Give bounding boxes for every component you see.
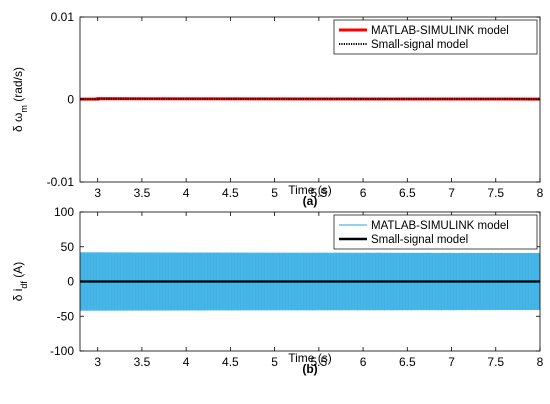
panel-b: 3 3.5 4 4.5 5 5.5 6 6.5 7 7.5 8 -100 -50 0 50 100 Time (…	[11, 205, 544, 376]
x-tick-label: 4.5	[222, 355, 239, 369]
legend-label-0: MATLAB-SIMULINK model	[371, 25, 509, 37]
y-axis-label-unit: (A)	[11, 262, 25, 281]
legend-label-1: Small-signal model	[371, 39, 468, 51]
panel-label: (b)	[302, 362, 317, 376]
x-tick-label: 6.5	[399, 186, 416, 200]
y-axis-label-main: δ ω	[11, 113, 25, 132]
x-tick-label: 5	[271, 355, 278, 369]
x-tick-label: 3	[94, 186, 101, 200]
y-axis-label: δ ωm (rad/s)	[11, 67, 29, 132]
x-tick-label: 5.5	[311, 355, 328, 369]
panel-label: (a)	[303, 194, 318, 208]
x-tick-label: 3.5	[134, 186, 151, 200]
y-tick-label: -0.01	[47, 175, 75, 189]
x-tick-label: 8	[537, 186, 544, 200]
y-tick-label: 0	[67, 275, 74, 289]
x-axis-label: Time (s)	[288, 351, 332, 365]
legend: MATLAB-SIMULINK model Small-signal model	[333, 19, 538, 55]
legend-label-0: MATLAB-SIMULINK model	[371, 220, 509, 232]
y-axis-label-subscript: m	[19, 105, 29, 113]
x-tick-label: 5.5	[311, 186, 328, 200]
y-axis-label-subscript: df	[19, 281, 29, 289]
legend: MATLAB-SIMULINK model Small-signal model	[333, 214, 538, 250]
x-tick-label: 6.5	[399, 355, 416, 369]
y-tick-label: -100	[50, 344, 74, 358]
x-tick-label: 7	[448, 355, 455, 369]
x-tick-label: 8	[537, 355, 544, 369]
y-tick-label: 0.01	[51, 10, 75, 24]
x-tick-label: 7.5	[487, 186, 504, 200]
x-tick-label: 5	[271, 186, 278, 200]
x-tick-label: 4.5	[222, 186, 239, 200]
x-tick-label: 7.5	[487, 355, 504, 369]
y-tick-label: 100	[54, 205, 74, 219]
x-tick-label: 6	[360, 186, 367, 200]
legend-box	[333, 19, 538, 55]
y-axis-label-main: δ i	[11, 289, 25, 302]
y-tick-label: 50	[61, 240, 75, 254]
x-tick-label: 7	[448, 186, 455, 200]
y-axis-label-unit: (rad/s)	[11, 67, 25, 105]
y-tick-label: 0	[67, 93, 74, 107]
x-axis-label: Time (s)	[288, 183, 332, 197]
x-tick-label: 4	[183, 355, 190, 369]
legend-label-1: Small-signal model	[371, 234, 468, 246]
x-tick-label: 3.5	[134, 355, 151, 369]
x-tick-label: 4	[183, 186, 190, 200]
legend-box	[333, 214, 538, 250]
y-tick-label: -50	[57, 309, 75, 323]
x-tick-label: 3	[94, 355, 101, 369]
x-tick-label: 6	[360, 355, 367, 369]
y-axis-label: δ idf (A)	[11, 262, 29, 302]
